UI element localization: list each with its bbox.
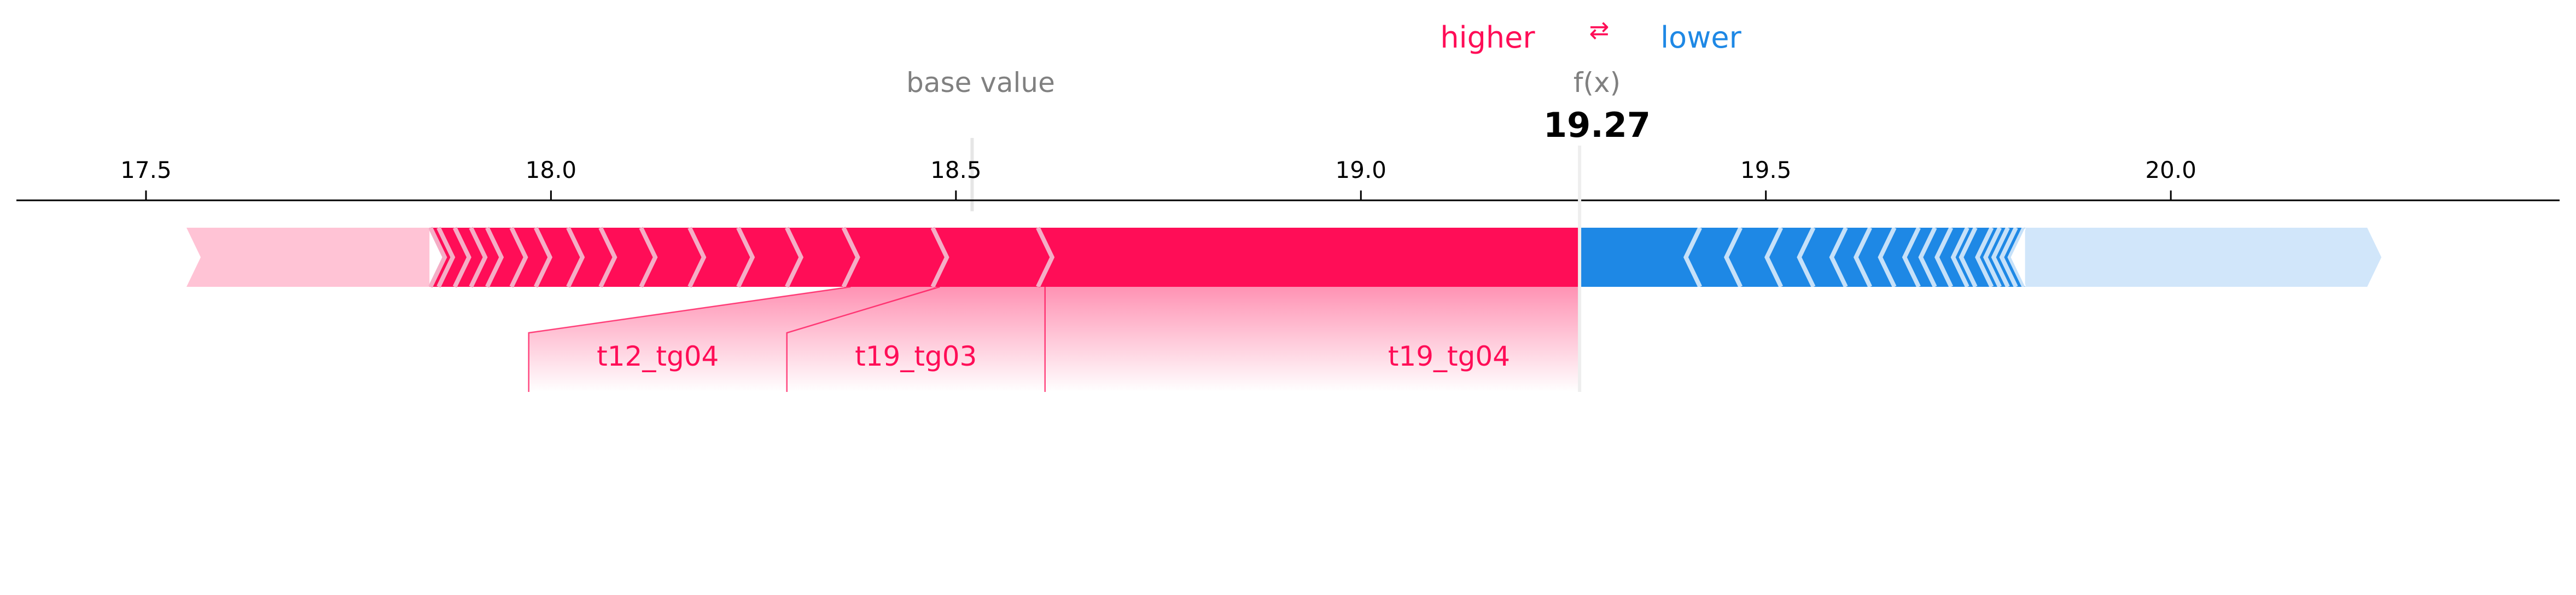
x-tick-label: 17.5 [120, 157, 172, 183]
feature-connectors [528, 286, 1581, 392]
faded-bars [186, 228, 2382, 287]
positive-feature-separator [428, 227, 447, 288]
negative-feature-separator [1975, 227, 1994, 288]
negative-feature-separator [1934, 227, 1954, 288]
negative-feature-separator [1797, 227, 1816, 288]
negative-feature-separator [1683, 227, 1703, 288]
positive-feature-separator [639, 227, 658, 288]
positive-faded-tail [186, 228, 430, 287]
positive-feature-separator [930, 227, 949, 288]
negative-feature-separator [1829, 227, 1848, 288]
negative-feature-separator [1918, 227, 1937, 288]
negative-feature-separator [1764, 227, 1784, 288]
feature-connector-area [528, 287, 940, 392]
positive-feature-separator [509, 227, 528, 288]
feature-label-t19-tg03: t19_tg03 [855, 340, 977, 372]
x-tick-label: 19.5 [1740, 157, 1792, 183]
negative-feature-separator [1724, 227, 1743, 288]
output-value: 19.27 [1543, 105, 1651, 145]
negative-feature-separator [1991, 227, 2010, 288]
feature-labels: t19_tg04 t19_tg03 t12_tg04 [597, 340, 1510, 372]
force-bars [429, 228, 2025, 287]
negative-feature-separator [1853, 227, 1873, 288]
negative-feature-separator [1983, 227, 2002, 288]
negative-feature-separator [1902, 227, 1921, 288]
positive-feature-separator [1036, 227, 1055, 288]
negative-feature-separator [1878, 227, 1897, 288]
negative-feature-separator [1950, 227, 1969, 288]
negative-faded-tail [2025, 228, 2382, 287]
negative-feature-separator [2007, 227, 2026, 288]
x-tick-label: 19.0 [1336, 157, 1387, 183]
x-tick-label: 20.0 [2145, 157, 2196, 183]
positive-feature-separator [687, 227, 707, 288]
legend-higher-arrow-icon: ⇄ [1589, 16, 1610, 44]
feature-connector-area [1045, 287, 1580, 392]
positive-feature-separator [566, 227, 585, 288]
base-value-label: base value [906, 67, 1055, 99]
x-tick-label: 18.0 [526, 157, 577, 183]
positive-feature-separator [598, 227, 617, 288]
positive-feature-separator [736, 227, 755, 288]
positive-feature-separator [485, 227, 504, 288]
legend-lower-label: lower [1660, 20, 1741, 55]
positive-feature-separator [841, 227, 860, 288]
positive-feature-separator [533, 227, 553, 288]
positive-feature-separator [785, 227, 804, 288]
positive-force-bar [429, 228, 1580, 287]
feature-connector-line [528, 286, 851, 392]
legend-higher-label: higher [1440, 20, 1535, 55]
x-axis: 17.5 18.0 18.5 19.0 19.5 20.0 [16, 157, 2560, 201]
negative-force-bar [1580, 228, 2025, 287]
positive-feature-separator [469, 227, 488, 288]
output-label: f(x) [1573, 67, 1621, 99]
feature-label-t12-tg04: t12_tg04 [597, 340, 719, 372]
legend: higher ⇄ lower [1440, 16, 1741, 55]
x-tick-label: 18.5 [930, 157, 982, 183]
positive-feature-separator [436, 227, 456, 288]
positive-feature-separator [452, 227, 471, 288]
negative-feature-separator [1959, 227, 1978, 288]
negative-feature-separator [1999, 227, 2018, 288]
feature-connector-area [786, 287, 1045, 392]
feature-label-t19-tg04: t19_tg04 [1388, 340, 1510, 372]
bar-separators [428, 227, 2026, 288]
